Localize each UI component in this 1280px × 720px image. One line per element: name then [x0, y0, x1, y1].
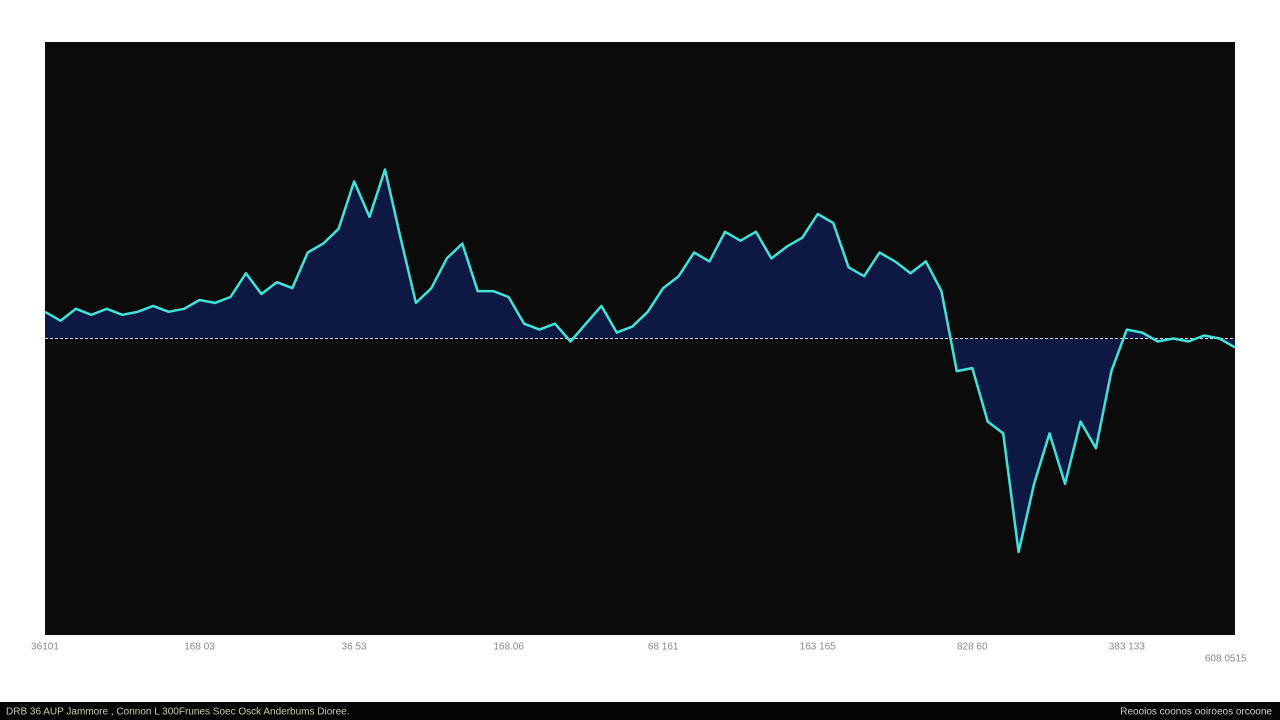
- x-tick-label: 168 03: [184, 642, 215, 653]
- footer-bar: [0, 702, 1280, 720]
- x-tick-label: 68 161: [648, 642, 679, 653]
- x-tick-label: 36 53: [342, 642, 367, 653]
- x-tick-label: 608 0515: [1205, 654, 1247, 665]
- line: [44, 168, 1236, 554]
- x-tick-label: 163 165: [800, 642, 837, 653]
- footer-right: Reooios coonos ooiroeos orcoone: [1120, 707, 1272, 718]
- x-tick-label: 828 60: [957, 642, 988, 653]
- x-tick-label: 383 133: [1109, 642, 1146, 653]
- x-tick-label: 168.06: [493, 642, 524, 653]
- area: [45, 169, 1235, 552]
- footer-left: DRB 36 AUP Jammore , Connon L 300Frunes …: [6, 707, 350, 718]
- x-tick-label: 36101: [31, 642, 59, 653]
